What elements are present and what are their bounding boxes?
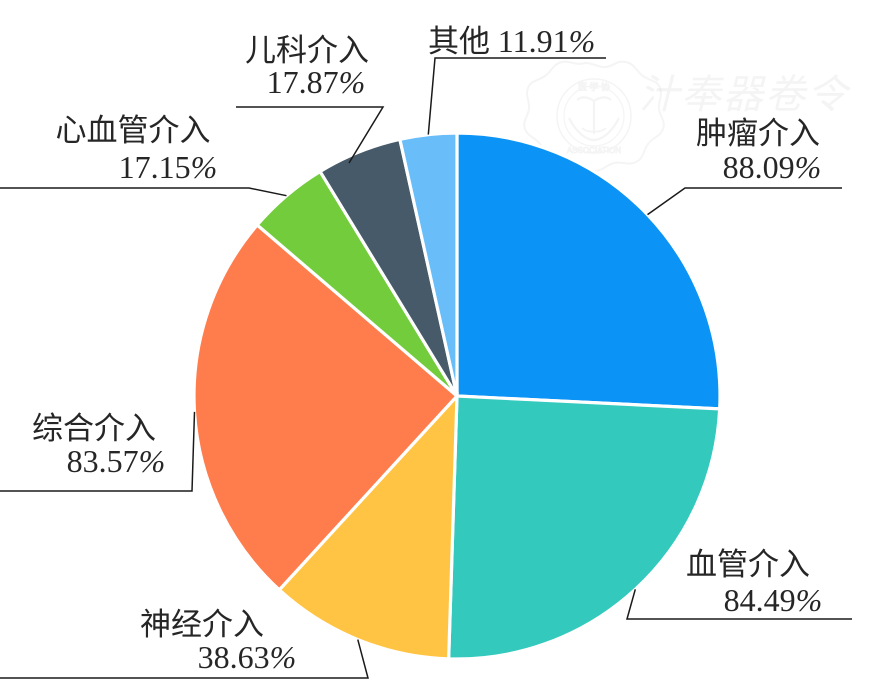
svg-text:医 学 协: 医 学 协	[578, 81, 610, 92]
svg-text:ASSOCIATION: ASSOCIATION	[567, 146, 621, 155]
